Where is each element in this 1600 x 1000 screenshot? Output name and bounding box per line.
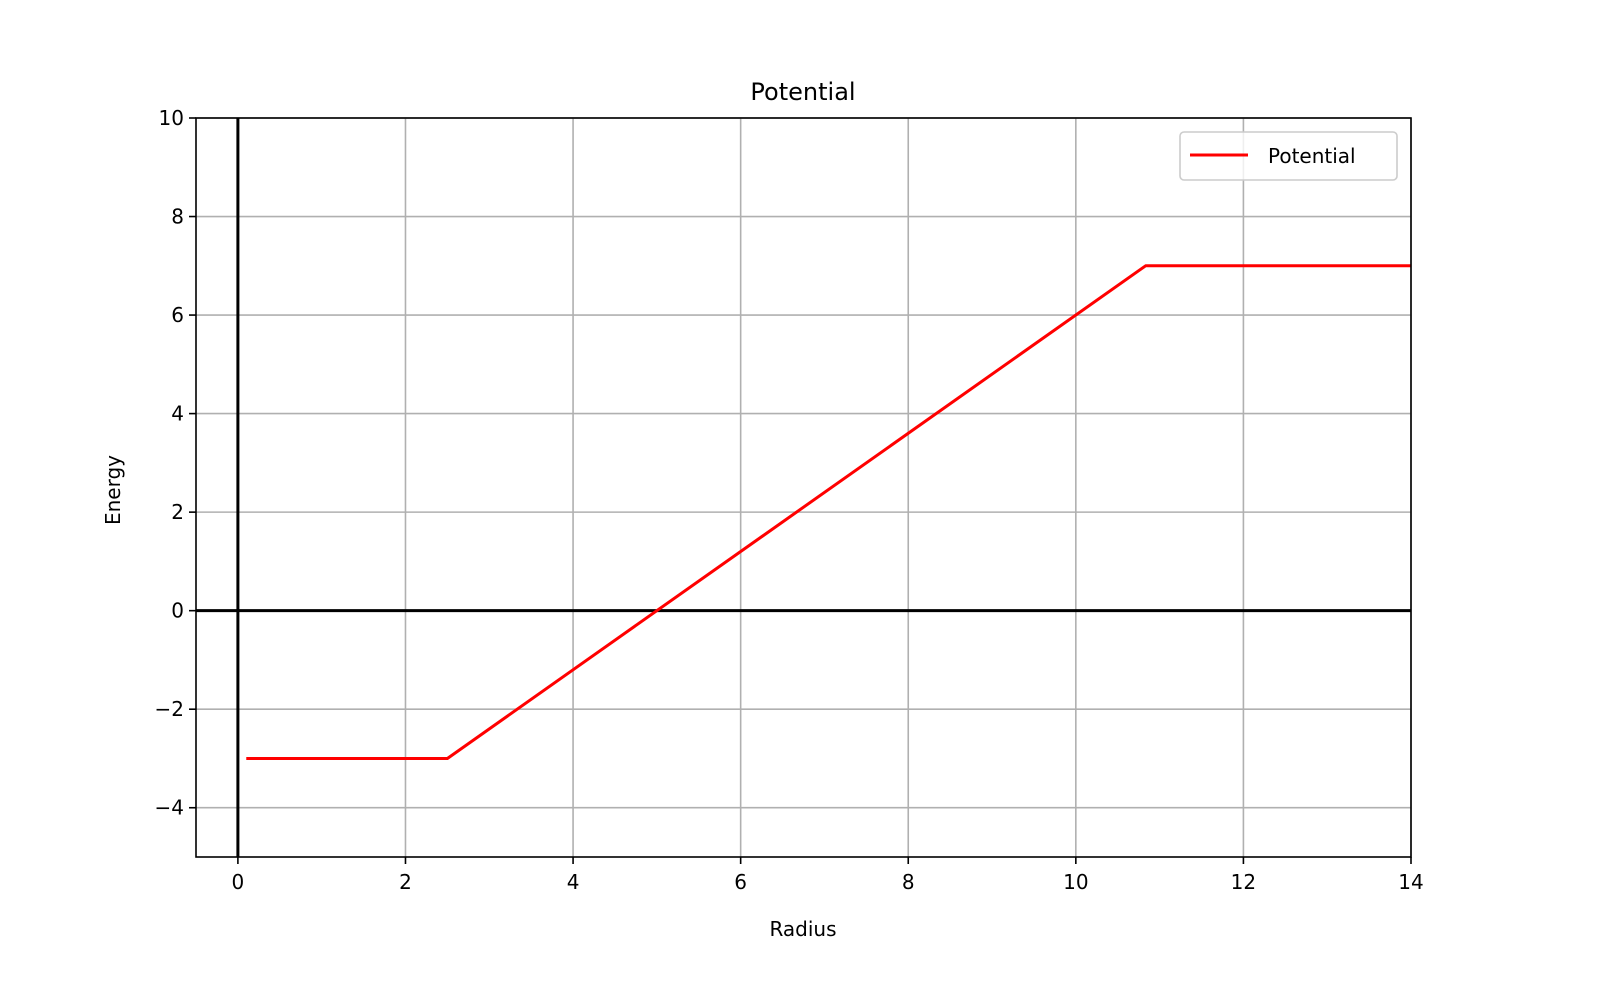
x-tick-label: 8: [902, 870, 915, 894]
x-axis-label: Radius: [769, 917, 836, 941]
x-tick-label: 6: [734, 870, 747, 894]
y-tick-label: 2: [171, 500, 184, 524]
series-line-potential: [246, 264, 1411, 760]
y-tick-label: 4: [171, 402, 184, 426]
plot-frame: [195, 117, 1412, 858]
legend: Potential: [1179, 131, 1398, 181]
x-tick-label: 12: [1231, 870, 1256, 894]
y-tick-label: −4: [155, 796, 184, 820]
legend-box: [1179, 131, 1398, 181]
chart-title: Potential: [750, 78, 855, 106]
legend-label-potential: Potential: [1268, 144, 1356, 168]
grid: [196, 117, 1412, 857]
x-tick-label: 10: [1063, 870, 1088, 894]
series-group: [246, 264, 1411, 760]
y-tick-label: 10: [159, 106, 184, 130]
ticks: 0 2 4 6 8 10 12 14 −4 −2 0 2 4 6 8 10: [155, 106, 1424, 894]
x-tick-label: 14: [1398, 870, 1423, 894]
y-tick-label: 8: [171, 205, 184, 229]
x-tick-label: 0: [232, 870, 245, 894]
y-axis-label: Energy: [101, 455, 125, 525]
x-tick-label: 2: [399, 870, 412, 894]
x-tick-label: 4: [567, 870, 580, 894]
y-tick-label: 0: [171, 599, 184, 623]
y-tick-label: −2: [155, 697, 184, 721]
y-tick-label: 6: [171, 303, 184, 327]
reference-lines: [196, 118, 1411, 857]
